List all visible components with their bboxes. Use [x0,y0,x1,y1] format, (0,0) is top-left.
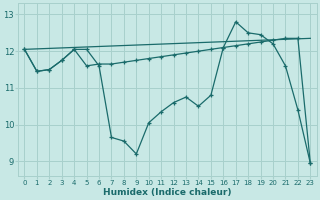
X-axis label: Humidex (Indice chaleur): Humidex (Indice chaleur) [103,188,232,197]
